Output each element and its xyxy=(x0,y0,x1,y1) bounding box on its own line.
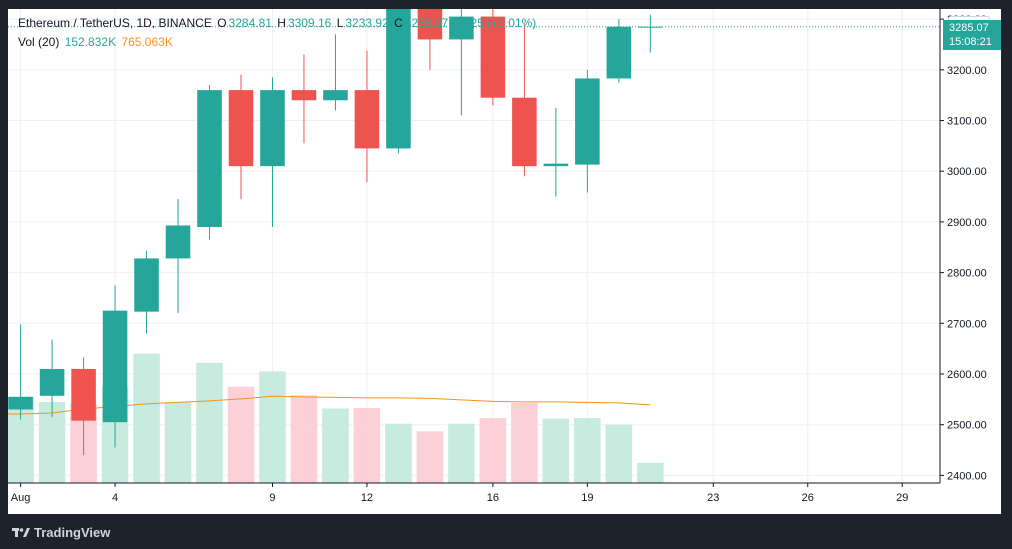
candle-body-12 xyxy=(354,90,380,149)
last-price-tag: 3285.07 15:08:21 xyxy=(943,19,1001,50)
candle-body-9 xyxy=(260,90,285,167)
chart-frame: 3300.003200.003100.003000.002900.002800.… xyxy=(8,9,1001,514)
axes: 3300.003200.003100.003000.002900.002800.… xyxy=(8,9,987,504)
y-tick-label-1: 3200.00 xyxy=(947,65,987,77)
volume-bar-6 xyxy=(164,401,192,483)
candle-body-14 xyxy=(417,9,443,40)
legend-vol-ma-value: 765.063K xyxy=(121,35,173,49)
volume-bar-9 xyxy=(259,371,286,483)
y-tick-label-5: 2800.00 xyxy=(947,268,987,280)
legend-vol-value: 152.832K xyxy=(64,35,117,49)
legend-close-value: 3285.07 xyxy=(404,16,449,30)
candle-body-7 xyxy=(197,90,222,227)
candle-body-15 xyxy=(449,16,474,40)
y-tick-label-9: 2400.00 xyxy=(947,470,987,482)
candle-body-16 xyxy=(480,16,506,98)
candle-body-18 xyxy=(543,163,569,167)
legend-low-value: 3233.92 xyxy=(345,16,389,30)
volume-bar-18 xyxy=(542,418,570,483)
volume-bar-17 xyxy=(511,402,538,483)
tradingview-logo-icon xyxy=(12,528,30,537)
tradingview-brand[interactable]: TradingView xyxy=(12,522,110,542)
chart-canvas[interactable]: 3300.003200.003100.003000.002900.002800.… xyxy=(8,9,1001,514)
bar-countdown: 15:08:21 xyxy=(949,35,992,48)
candle-body-11 xyxy=(323,90,348,101)
legend-open-label: O xyxy=(217,16,227,30)
y-tick-label-3: 3000.00 xyxy=(947,166,987,178)
volume-bar-10 xyxy=(290,395,318,483)
candle-body-20 xyxy=(606,26,632,79)
legend-high-value: 3309.16 xyxy=(287,16,332,30)
volume-bar-15 xyxy=(448,423,475,483)
x-tick-label-6: 23 xyxy=(707,492,719,504)
volume-ma-polyline xyxy=(8,395,651,415)
x-tick-label-2: 9 xyxy=(269,492,275,504)
x-tick-label-0: Aug xyxy=(11,492,31,504)
x-tick-label-4: 16 xyxy=(487,492,499,504)
candle-body-5 xyxy=(134,258,159,312)
y-tick-label-7: 2600.00 xyxy=(947,369,987,381)
volume-ma-line xyxy=(8,395,651,415)
candle-body-1 xyxy=(8,396,33,410)
candle-body-10 xyxy=(291,90,317,101)
candle-body-3 xyxy=(71,368,96,421)
y-tick-label-8: 2500.00 xyxy=(947,420,987,432)
legend-close-label: C xyxy=(394,16,403,30)
candle-body-19 xyxy=(575,78,600,165)
grid-lines xyxy=(8,9,940,483)
x-tick-label-8: 29 xyxy=(896,492,908,504)
y-tick-label-2: 3100.00 xyxy=(947,116,987,128)
candle-body-13 xyxy=(386,9,411,149)
volume-bars xyxy=(8,353,664,483)
candle-body-6 xyxy=(165,225,191,259)
volume-bar-13 xyxy=(385,423,412,483)
volume-bar-5 xyxy=(133,353,160,483)
volume-bar-7 xyxy=(196,362,223,483)
y-tick-label-6: 2700.00 xyxy=(947,318,987,330)
x-tick-label-7: 26 xyxy=(802,492,814,504)
legend-ohlc: Ethereum / TetherUS, 1D, BINANCE O 3284.8… xyxy=(18,16,538,30)
last-price-value: 3285.07 xyxy=(949,21,989,34)
legend-change: +0.25 (+0.01%) xyxy=(453,16,537,30)
volume-bar-20 xyxy=(605,424,633,483)
volume-bar-19 xyxy=(574,418,601,483)
x-tick-label-3: 12 xyxy=(361,492,373,504)
volume-bar-8 xyxy=(227,386,255,483)
volume-bar-12 xyxy=(353,407,381,483)
y-tick-label-4: 2900.00 xyxy=(947,217,987,229)
volume-bar-16 xyxy=(479,418,507,483)
volume-bar-14 xyxy=(416,431,444,483)
candles xyxy=(8,9,663,456)
candle-body-17 xyxy=(512,97,537,167)
legend-high-label: H xyxy=(277,16,286,30)
legend-volume: Vol (20) 152.832K 765.063K xyxy=(18,35,175,49)
brand-name: TradingView xyxy=(34,524,111,540)
legend-open-value: 3284.81 xyxy=(228,16,272,30)
legend-low-label: L xyxy=(336,16,344,30)
x-tick-label-5: 19 xyxy=(581,492,593,504)
candle-body-2 xyxy=(39,368,65,396)
volume-bar-11 xyxy=(322,408,349,483)
legend-symbol[interactable]: Ethereum / TetherUS, 1D, BINANCE xyxy=(18,16,212,30)
candle-body-8 xyxy=(228,90,254,167)
candle-body-4 xyxy=(102,310,128,423)
x-tick-label-1: 4 xyxy=(112,492,118,504)
legend-vol-label[interactable]: Vol (20) xyxy=(18,35,60,49)
volume-bar-21 xyxy=(637,462,664,483)
